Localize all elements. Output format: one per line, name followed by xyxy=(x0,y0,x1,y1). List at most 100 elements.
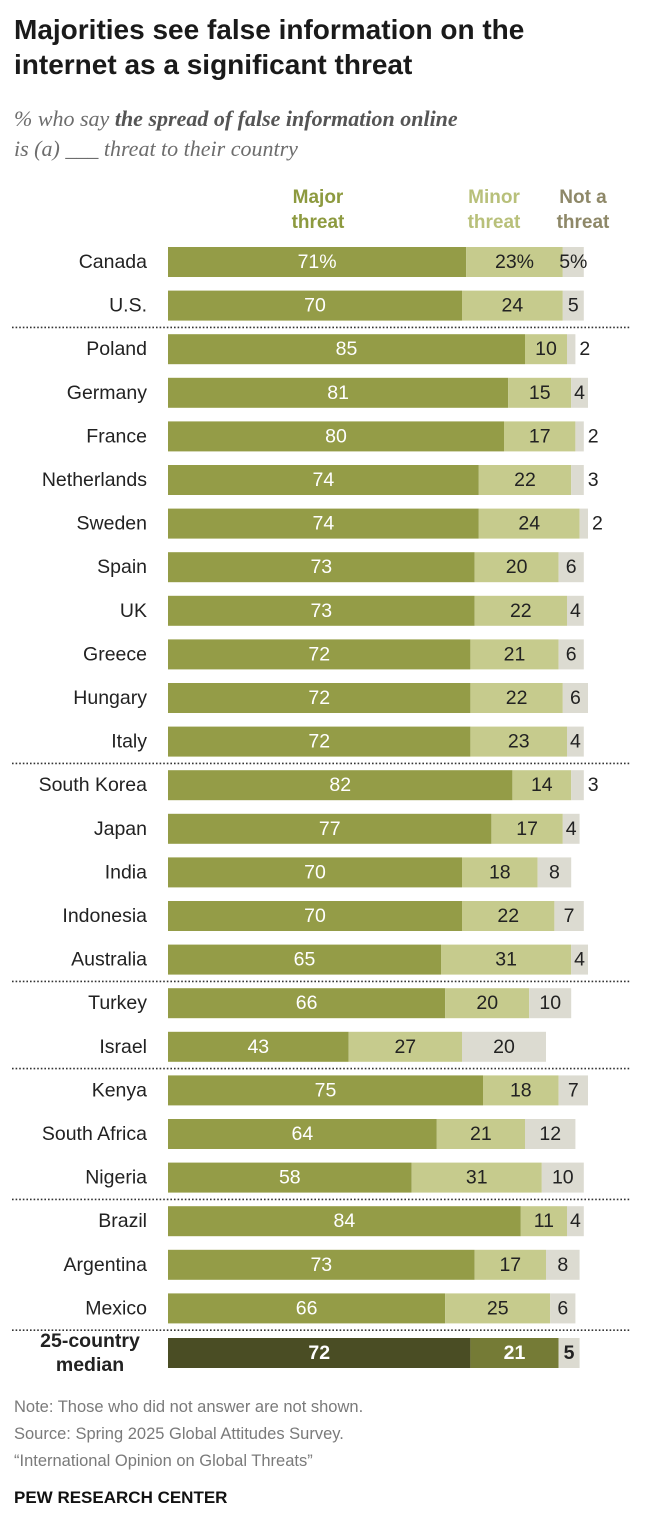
bar-not-median xyxy=(558,1338,580,1368)
label-not-japan: 4 xyxy=(566,818,577,840)
legend-minor-line1: Minor xyxy=(468,187,520,208)
country-label-south-korea: South Korea xyxy=(39,774,148,796)
label-minor-greece: 21 xyxy=(504,643,526,665)
label-not-netherlands: 3 xyxy=(588,469,599,491)
label-not-argentina: 8 xyxy=(557,1254,568,1276)
label-minor-france: 17 xyxy=(529,425,551,447)
bar-not-india xyxy=(537,857,572,888)
label-not-kenya: 7 xyxy=(568,1079,579,1101)
median-label-line2: median xyxy=(56,1354,124,1376)
bar-major-france xyxy=(168,421,504,452)
country-label-india: India xyxy=(105,861,147,883)
bar-minor-greece xyxy=(470,639,559,670)
label-minor-india: 18 xyxy=(489,861,511,883)
label-minor-canada: 23% xyxy=(495,251,534,273)
median-label-line1: 25-country xyxy=(40,1330,140,1352)
legend-not-line1: Not a xyxy=(559,187,607,208)
bar-not-brazil xyxy=(567,1206,584,1237)
country-label-italy: Italy xyxy=(111,731,147,753)
bar-not-hungary xyxy=(562,683,588,713)
label-not-uk: 4 xyxy=(570,600,581,622)
bar-major-indonesia xyxy=(168,901,462,931)
bar-major-israel xyxy=(168,1031,349,1062)
legend-major-threat: Major threat xyxy=(268,185,368,235)
bar-major-canada xyxy=(168,247,467,277)
label-major-u-s: 70 xyxy=(304,295,326,317)
label-minor-germany: 15 xyxy=(529,382,551,404)
label-minor-japan: 17 xyxy=(516,818,538,840)
label-minor-nigeria: 31 xyxy=(466,1167,488,1189)
chart-title: Majorities see false information on the … xyxy=(14,14,525,80)
label-major-brazil: 84 xyxy=(334,1210,356,1232)
bar-not-kenya xyxy=(558,1075,588,1106)
label-major-turkey: 66 xyxy=(296,992,318,1014)
label-major-spain: 73 xyxy=(310,556,332,578)
label-minor-uk: 22 xyxy=(510,600,532,622)
bar-not-australia xyxy=(571,944,588,975)
label-major-germany: 81 xyxy=(327,382,349,404)
bar-minor-south-korea xyxy=(512,770,572,801)
bar-minor-median xyxy=(470,1338,559,1368)
label-not-indonesia: 7 xyxy=(564,905,575,927)
country-label-australia: Australia xyxy=(71,949,147,971)
label-not-israel: 20 xyxy=(493,1036,515,1058)
label-major-poland: 85 xyxy=(336,338,358,360)
legend-not-threat: Not a threat xyxy=(542,185,624,235)
bar-major-poland xyxy=(168,334,525,365)
country-label-nigeria: Nigeria xyxy=(85,1167,147,1189)
label-not-canada: 5% xyxy=(559,251,587,273)
label-not-greece: 6 xyxy=(566,643,577,665)
label-not-brazil: 4 xyxy=(570,1210,581,1232)
source-text: Source: Spring 2025 Global Attitudes Sur… xyxy=(14,1425,344,1443)
label-minor-kenya: 18 xyxy=(510,1079,532,1101)
bar-not-poland xyxy=(567,334,576,365)
bar-minor-israel xyxy=(348,1031,462,1062)
bar-major-mexico xyxy=(168,1293,446,1324)
bar-major-sweden xyxy=(168,508,479,539)
bar-minor-brazil xyxy=(520,1206,567,1237)
label-not-mexico: 6 xyxy=(557,1297,568,1319)
subtitle-prefix: % who say xyxy=(14,106,115,131)
country-label-germany: Germany xyxy=(67,382,147,404)
bar-not-france xyxy=(575,421,584,452)
label-major-mexico: 66 xyxy=(296,1297,318,1319)
bar-not-turkey xyxy=(529,988,572,1019)
bar-major-nigeria xyxy=(168,1162,412,1193)
country-label-mexico: Mexico xyxy=(85,1297,147,1319)
country-label-uk: UK xyxy=(120,600,147,622)
bar-major-south-africa xyxy=(168,1119,437,1149)
bar-major-australia xyxy=(168,944,441,975)
label-minor-south-korea: 14 xyxy=(531,774,553,796)
bar-not-uk xyxy=(567,595,584,626)
label-not-south-korea: 3 xyxy=(588,774,599,796)
bar-minor-indonesia xyxy=(462,901,555,931)
bar-minor-japan xyxy=(491,813,563,844)
label-major-kenya: 75 xyxy=(315,1079,337,1101)
bar-minor-germany xyxy=(508,377,572,408)
bar-not-greece xyxy=(558,639,584,670)
label-not-poland: 2 xyxy=(579,338,590,360)
label-not-south-africa: 12 xyxy=(539,1123,561,1145)
label-major-sweden: 74 xyxy=(313,513,335,535)
country-label-netherlands: Netherlands xyxy=(42,469,147,491)
label-major-hungary: 72 xyxy=(308,687,330,709)
label-not-australia: 4 xyxy=(574,949,585,971)
label-major-argentina: 73 xyxy=(310,1254,332,1276)
country-label-hungary: Hungary xyxy=(73,687,147,709)
bar-not-germany xyxy=(571,377,588,408)
label-minor-argentina: 17 xyxy=(499,1254,521,1276)
label-not-italy: 4 xyxy=(570,731,581,753)
bar-not-nigeria xyxy=(541,1162,584,1193)
label-minor-poland: 10 xyxy=(535,338,557,360)
report-text: “International Opinion on Global Threats… xyxy=(14,1452,313,1470)
bar-minor-uk xyxy=(474,595,567,626)
label-not-spain: 6 xyxy=(566,556,577,578)
label-major-uk: 73 xyxy=(310,600,332,622)
label-minor-sweden: 24 xyxy=(518,513,540,535)
bar-minor-u-s xyxy=(462,290,563,321)
bar-not-spain xyxy=(558,552,584,583)
bar-not-u-s xyxy=(562,290,584,321)
bar-minor-argentina xyxy=(474,1249,546,1280)
bar-minor-turkey xyxy=(445,988,530,1019)
